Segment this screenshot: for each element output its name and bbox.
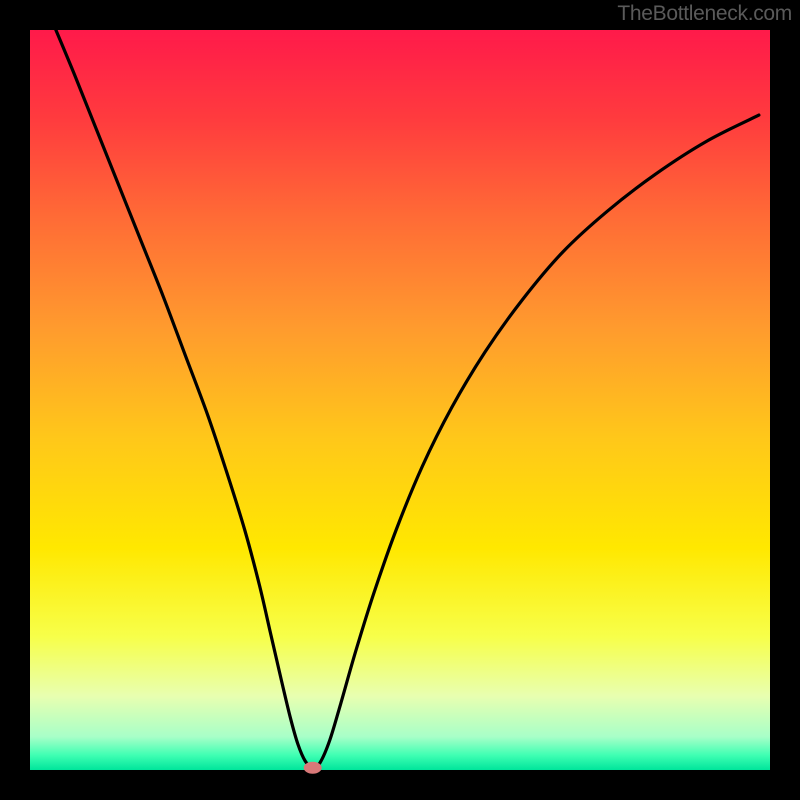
bottleneck-curve-chart	[0, 0, 800, 800]
chart-gradient-background	[30, 30, 770, 770]
optimal-point-marker	[304, 762, 322, 774]
chart-container	[0, 0, 800, 800]
watermark-text: TheBottleneck.com	[617, 2, 792, 26]
